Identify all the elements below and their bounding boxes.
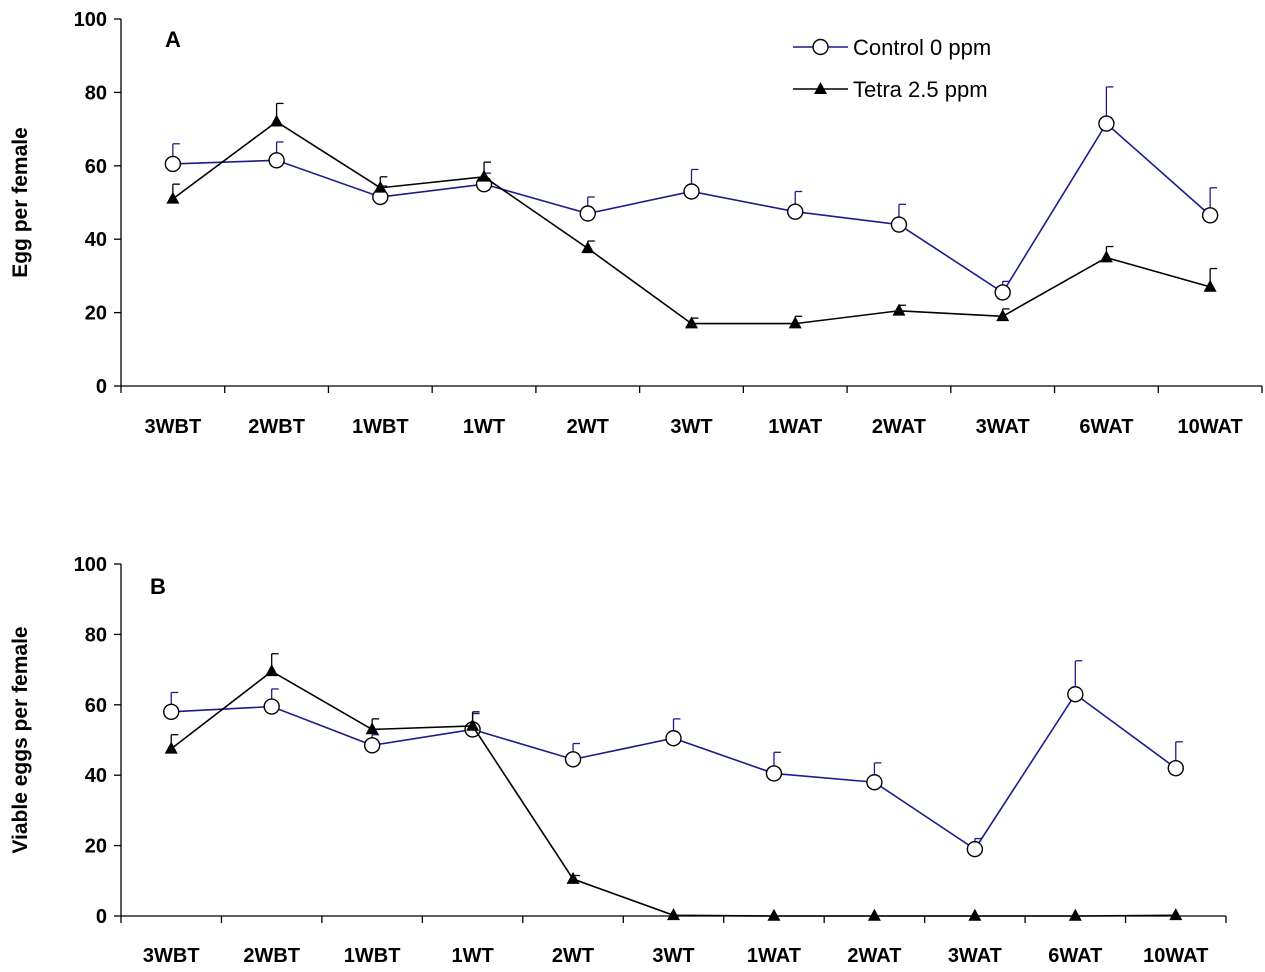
data-point [996, 309, 1010, 322]
data-point [363, 737, 381, 754]
data-point [866, 774, 883, 791]
data-point [765, 765, 783, 782]
data-point [890, 216, 908, 233]
data-point [892, 303, 906, 316]
legend-marker-control [812, 38, 829, 56]
y-tick-label: 60 [85, 695, 107, 717]
data-point [164, 155, 182, 173]
y-axis-label: Egg per female [9, 127, 32, 278]
data-point [685, 316, 698, 329]
data-point [1169, 908, 1183, 921]
data-point [373, 180, 387, 193]
x-tick-label: 1WBT [344, 945, 401, 967]
x-tick-label: 3WAT [948, 945, 1002, 967]
x-tick-label: 3WAT [976, 416, 1030, 438]
y-tick-label: 100 [74, 9, 107, 31]
data-point [968, 908, 982, 921]
x-tick-label: 6WAT [1048, 945, 1102, 967]
panel-label: A [165, 27, 181, 52]
x-tick-label: 1WT [451, 945, 493, 967]
data-point [164, 741, 178, 754]
x-tick-label: 1WAT [768, 416, 822, 438]
data-point [665, 730, 682, 747]
series-line [170, 670, 1176, 917]
y-tick-label: 20 [85, 836, 107, 858]
y-tick-label: 100 [74, 554, 107, 576]
y-tick-label: 80 [85, 624, 107, 646]
data-point [787, 203, 804, 220]
x-tick-label: 1WT [463, 416, 505, 438]
data-point [683, 183, 700, 200]
series-control [164, 86, 1219, 301]
series-tetra [164, 653, 1183, 921]
series-line [172, 122, 1211, 294]
data-point [1203, 279, 1217, 292]
legend-label-control: Control 0 ppm [853, 35, 991, 60]
x-tick-label: 6WAT [1079, 416, 1133, 438]
legend-label-tetra: Tetra 2.5 ppm [853, 77, 988, 102]
x-tick-label: 10WAT [1178, 416, 1243, 438]
x-tick-label: 1WAT [747, 945, 801, 967]
y-tick-label: 0 [96, 906, 107, 928]
data-point [1098, 115, 1115, 132]
chart-panel-a: 0 20 40 60 80 100 3WBT 2WBT 1WBT 1WT 2WT 3WT 1WAT 2WA… [9, 9, 1263, 438]
data-point [270, 114, 284, 127]
data-point [767, 908, 781, 921]
x-tick-label: 2WBT [243, 945, 300, 967]
series-tetra [166, 102, 1218, 329]
data-point [365, 722, 379, 735]
data-point [1167, 759, 1184, 777]
data-point [579, 205, 596, 222]
data-point [477, 169, 491, 182]
y-tick-label: 60 [85, 156, 107, 178]
legend-marker-tetra [814, 82, 827, 94]
x-tick-label: 3WBT [145, 416, 202, 438]
data-point [788, 316, 802, 329]
x-tick-label: 3WT [670, 416, 712, 438]
data-point [667, 908, 680, 921]
y-tick-label: 40 [85, 765, 107, 787]
data-point [564, 751, 582, 768]
chart-panel-b: 0 20 40 60 80 100 3WBT 2WBT 1WBT 1WT 2WT 3WT 1WAT 2WA… [9, 554, 1227, 967]
data-point [265, 664, 279, 677]
data-point [1067, 686, 1084, 703]
x-tick-label: 2WT [567, 416, 609, 438]
series-line [172, 120, 1211, 325]
x-tick-label: 3WT [652, 945, 694, 967]
series-control [163, 660, 1184, 858]
x-tick-label: 2WAT [872, 416, 926, 438]
data-point [581, 241, 595, 254]
y-tick-label: 0 [96, 376, 107, 398]
data-point [966, 840, 984, 858]
x-tick-label: 3WBT [143, 945, 200, 967]
data-point [166, 191, 180, 204]
data-point [867, 908, 881, 921]
x-tick-label: 10WAT [1143, 945, 1208, 967]
y-axis-label: Viable eggs per female [9, 626, 32, 853]
data-point [1201, 207, 1219, 224]
data-point [566, 871, 580, 884]
x-tick-label: 1WBT [352, 416, 409, 438]
data-point [994, 284, 1011, 301]
data-point [1068, 908, 1082, 921]
x-tick-label: 2WBT [248, 416, 305, 438]
panel-label: B [150, 574, 166, 599]
legend: Control 0 ppm Tetra 2.5 ppm [793, 35, 991, 102]
data-point [163, 703, 180, 721]
y-tick-label: 40 [85, 229, 107, 251]
x-tick-label: 2WAT [847, 945, 901, 967]
data-point [268, 152, 285, 169]
y-tick-label: 20 [85, 303, 107, 325]
data-point [1099, 250, 1113, 263]
data-point [466, 718, 480, 731]
x-tick-label: 2WT [552, 945, 594, 967]
y-tick-label: 80 [85, 82, 107, 104]
data-point [263, 698, 280, 715]
series-line [171, 693, 1177, 851]
